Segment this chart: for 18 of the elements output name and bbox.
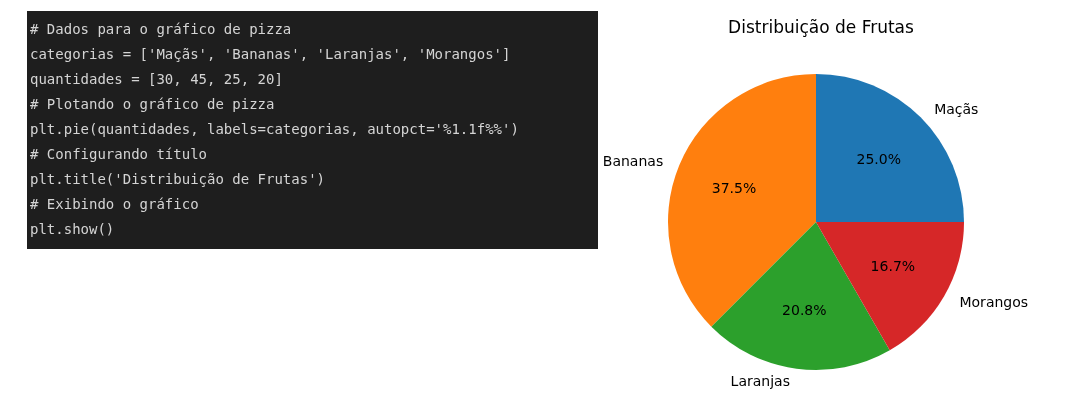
slice-label: Bananas	[602, 152, 664, 169]
text: # Dados para o gráfico de pizza	[30, 20, 293, 39]
slice-label: Morangos	[959, 294, 1029, 311]
text: categorias = ['Maçãs', 'Bananas', 'Laranjas', 'Morangos']	[30, 45, 512, 64]
chart-title: Distribuição de Frutas	[728, 16, 915, 37]
data-label: 25.0%	[856, 151, 902, 168]
slice-label: Maçãs	[934, 100, 979, 117]
text: # Configurando título	[30, 145, 208, 164]
text: plt.title('Distribuição de Frutas')	[30, 170, 326, 189]
text: # Exibindo o gráfico	[30, 195, 200, 214]
slice-label: Laranjas	[730, 372, 790, 389]
text: plt.show()	[30, 220, 116, 239]
data-label: 20.8%	[782, 302, 827, 319]
text: plt.pie(quantidades, labels=categorias, autopct='%1.1f%%')	[30, 120, 520, 139]
text: quantidades = [30, 45, 25, 20]	[30, 70, 284, 89]
text: # Plotando o gráfico de pizza	[30, 95, 276, 114]
data-label: 16.7%	[870, 258, 916, 275]
data-label: 37.5%	[711, 180, 757, 197]
